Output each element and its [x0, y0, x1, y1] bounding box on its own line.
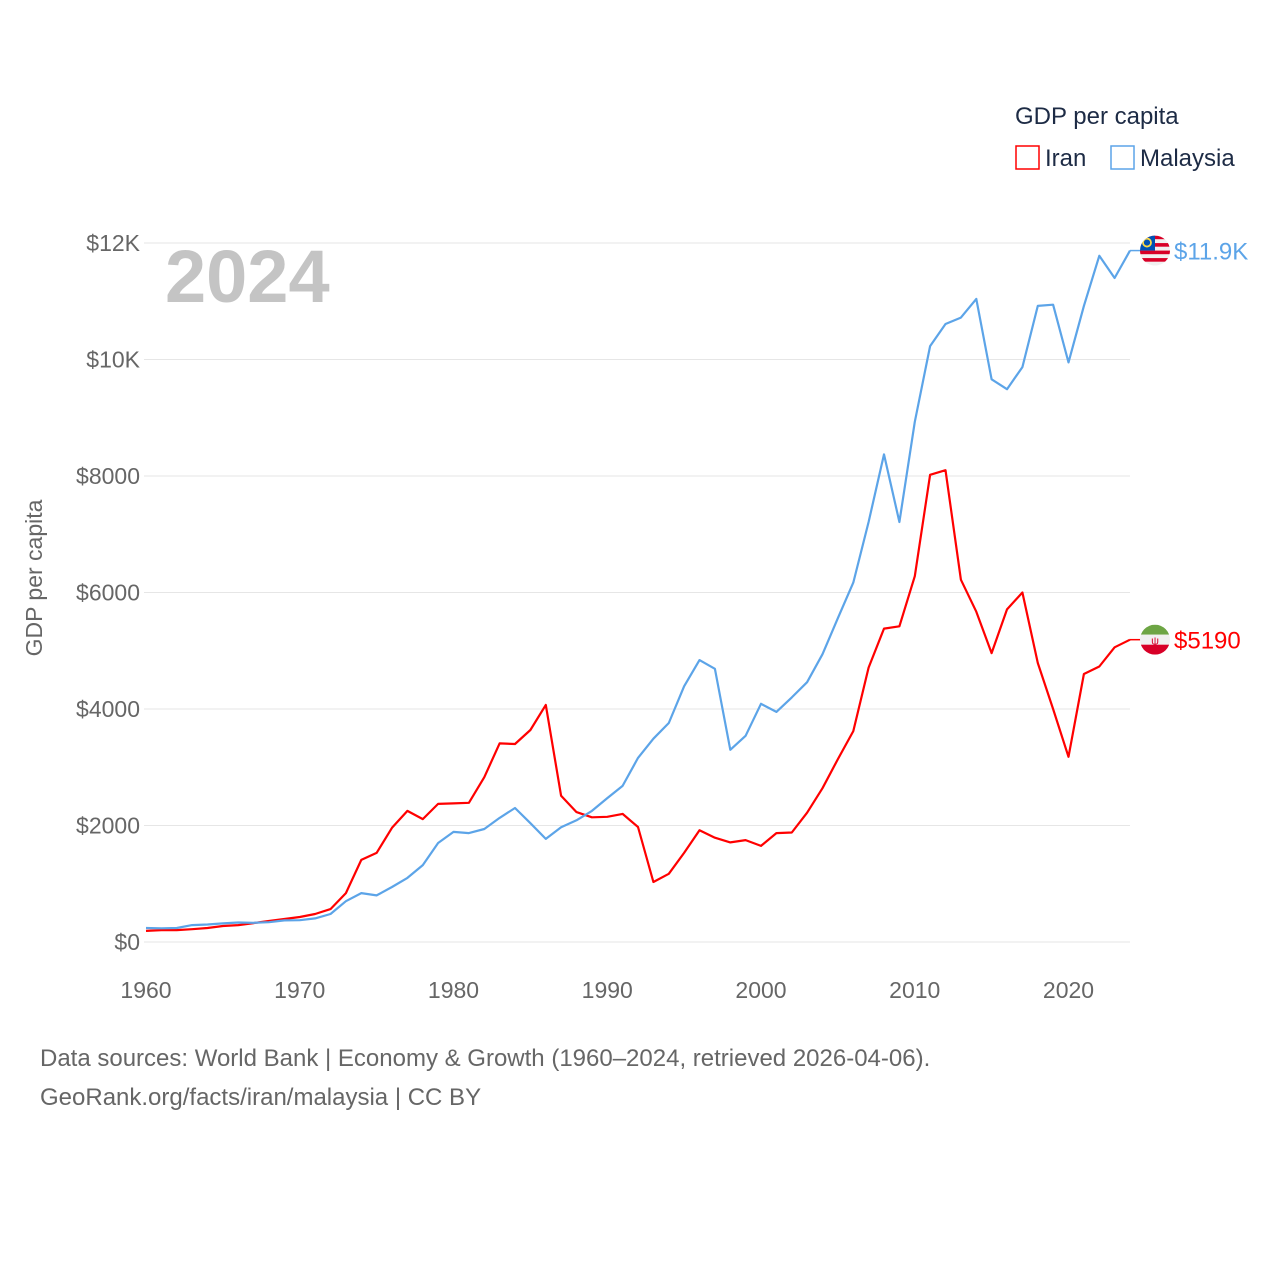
y-tick-label: $10K [86, 347, 140, 373]
footer-attribution: GeoRank.org/facts/iran/malaysia | CC BY [40, 1084, 482, 1111]
y-tick-label: $0 [114, 929, 140, 955]
y-tick-label: $4000 [76, 696, 140, 722]
series-line-iran[interactable] [145, 469, 1131, 932]
end-labels: ψ $5190 $11.9K [1130, 235, 1248, 655]
legend-title: GDP per capita [1015, 103, 1179, 130]
x-tick-label: 1970 [274, 977, 325, 1003]
end-value-label-iran: $5190 [1174, 628, 1241, 655]
x-tick-label: 1980 [428, 977, 479, 1003]
legend-label-malaysia[interactable]: Malaysia [1140, 145, 1235, 172]
malaysia-flag-icon [1140, 235, 1170, 266]
y-tick-label: $12K [86, 230, 140, 256]
x-tick-label: 1960 [120, 977, 171, 1003]
y-tick-label: $2000 [76, 813, 140, 839]
legend: GDP per capita Iran Malaysia [1015, 103, 1235, 172]
x-axis-ticks: 1960 1970 1980 1990 2000 2010 2020 [120, 977, 1094, 1003]
x-tick-label: 1990 [582, 977, 633, 1003]
gridlines [144, 242, 1130, 943]
y-axis-title: GDP per capita [21, 499, 47, 656]
legend-swatch-malaysia[interactable] [1110, 145, 1135, 170]
legend-swatch-iran[interactable] [1015, 145, 1040, 170]
x-tick-label: 2020 [1043, 977, 1094, 1003]
end-value-label-malaysia: $11.9K [1174, 239, 1248, 266]
year-label: 2024 [165, 235, 330, 318]
y-tick-label: $6000 [76, 580, 140, 606]
x-tick-label: 2010 [889, 977, 940, 1003]
svg-text:ψ: ψ [1151, 636, 1159, 648]
iran-flag-icon: ψ [1140, 624, 1170, 655]
series-line-malaysia[interactable] [145, 250, 1131, 930]
series-lines [145, 250, 1131, 932]
x-tick-label: 2000 [735, 977, 786, 1003]
y-axis-ticks: $0 $2000 $4000 $6000 $8000 $10K $12K [76, 230, 141, 955]
legend-label-iran[interactable]: Iran [1045, 145, 1086, 172]
footer-sources: Data sources: World Bank | Economy & Gro… [40, 1045, 931, 1072]
y-tick-label: $8000 [76, 463, 140, 489]
